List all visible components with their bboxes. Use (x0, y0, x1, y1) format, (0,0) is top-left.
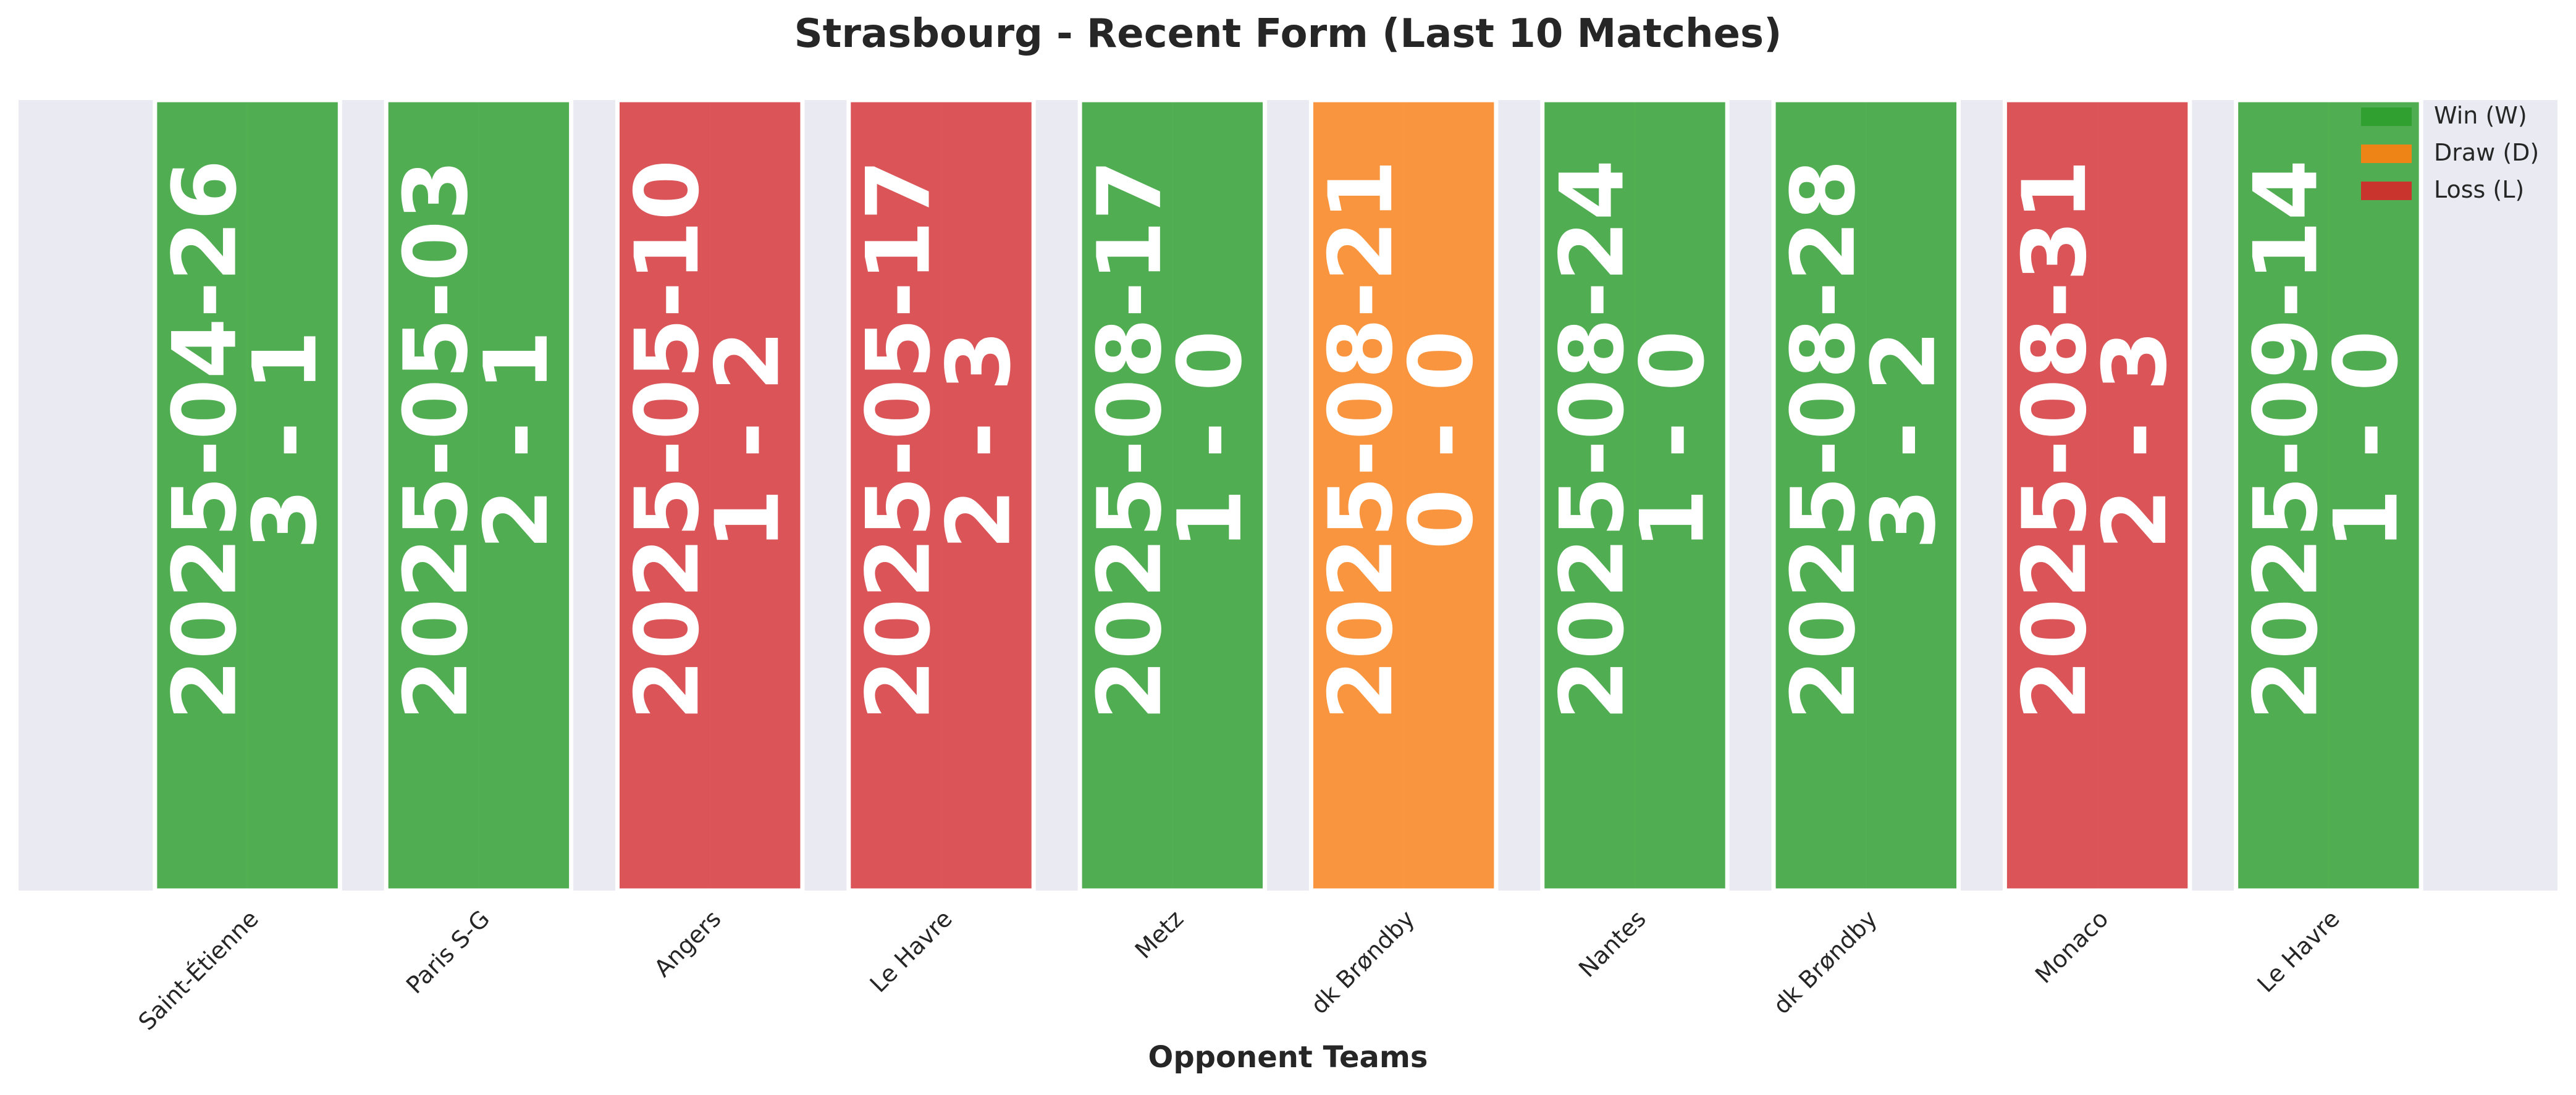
bar-label-8: 2025-08-283 - 2 (1773, 159, 1955, 720)
bar-label-2: 2025-05-032 - 1 (385, 159, 568, 720)
bar-4 (846, 98, 1036, 893)
bar-2 (384, 98, 574, 893)
bar-score-label: 1 - 0 (1160, 330, 1261, 550)
legend-swatch-d (2361, 145, 2412, 163)
bar-date-label: 2025-05-03 (385, 159, 487, 720)
bar-label-9: 2025-08-312 - 3 (2004, 159, 2186, 720)
bar-score-label: 1 - 2 (697, 330, 799, 550)
bar-1 (153, 98, 342, 893)
legend-swatch-w (2361, 107, 2412, 126)
bar-label-10: 2025-09-141 - 0 (2235, 159, 2417, 720)
legend-swatch-l (2361, 182, 2412, 200)
bar-8 (1771, 98, 1961, 893)
bar-6 (1308, 98, 1499, 893)
bar-7 (1540, 98, 1730, 893)
bar-date-label: 2025-09-14 (2235, 159, 2337, 720)
bar-date-label: 2025-04-26 (154, 159, 256, 720)
x-tick-label: Monaco (2030, 905, 2113, 988)
bar-score-label: 3 - 1 (235, 330, 337, 550)
legend-label-l: Loss (L) (2434, 176, 2524, 203)
x-tick-label: Le Havre (865, 905, 958, 997)
x-tick-label: dk Brøndby (1305, 905, 1420, 1019)
x-tick-label: Le Havre (2252, 905, 2345, 997)
bar-label-7: 2025-08-241 - 0 (1541, 159, 1724, 720)
bar-label-6: 2025-08-210 - 0 (1310, 159, 1492, 720)
x-tick-label: Angers (649, 905, 726, 982)
bar-score-label: 2 - 3 (2084, 330, 2186, 550)
x-tick-label: Metz (1130, 905, 1189, 963)
legend-label-d: Draw (D) (2434, 139, 2539, 166)
legend: Win (W) Draw (D) Loss (L) (2361, 102, 2539, 203)
x-tick-label: Nantes (1573, 905, 1651, 983)
bar-date-label: 2025-05-10 (617, 159, 718, 720)
bar-score-label: 0 - 0 (1391, 330, 1492, 550)
bar-10 (2234, 98, 2423, 893)
bar-label-5: 2025-08-171 - 0 (1079, 159, 1261, 720)
bar-date-label: 2025-08-17 (1079, 159, 1181, 720)
bar-date-label: 2025-05-17 (848, 159, 950, 720)
bar-score-label: 1 - 0 (2315, 330, 2417, 550)
bars-layer (153, 98, 2423, 893)
x-tick-label: Paris S-G (401, 905, 495, 999)
bar-date-label: 2025-08-21 (1310, 159, 1412, 720)
bar-date-label: 2025-08-24 (1541, 159, 1643, 720)
bar-3 (615, 98, 805, 893)
x-axis-label: Opponent Teams (1148, 1040, 1428, 1075)
bar-label-3: 2025-05-101 - 2 (617, 159, 799, 720)
bar-score-label: 3 - 2 (1853, 330, 1955, 550)
bar-score-label: 1 - 0 (1622, 330, 1724, 550)
x-tick-label: Saint-Étienne (133, 905, 263, 1035)
chart-title: Strasbourg - Recent Form (Last 10 Matche… (794, 11, 1782, 57)
bar-date-label: 2025-08-31 (2004, 159, 2106, 720)
bar-date-label: 2025-08-28 (1773, 159, 1875, 720)
bar-label-1: 2025-04-263 - 1 (154, 159, 337, 720)
x-tick-label: dk Brøndby (1768, 905, 1882, 1019)
bar-labels-layer: 2025-04-263 - 1 2025-05-032 - 1 2025-05-10… (154, 159, 2418, 720)
x-tick-labels: Saint-Étienne Paris S-G Angers Le Havre Metz… (133, 905, 2344, 1035)
bar-5 (1077, 98, 1268, 893)
bar-score-label: 2 - 1 (466, 330, 568, 550)
bar-label-4: 2025-05-172 - 3 (848, 159, 1030, 720)
legend-label-w: Win (W) (2434, 102, 2527, 129)
bar-score-label: 2 - 3 (928, 330, 1030, 550)
bar-9 (2002, 98, 2192, 893)
